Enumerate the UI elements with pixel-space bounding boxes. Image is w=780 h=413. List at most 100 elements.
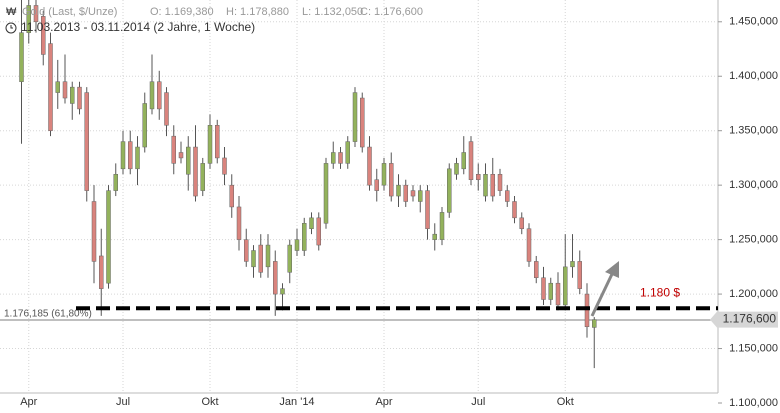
candle-body — [548, 282, 553, 300]
candle-body — [454, 163, 459, 175]
candle-body — [149, 81, 155, 110]
overlay: 1.100,000 1.150,000 1.200,000 1.250,000 1.30… — [4, 16, 778, 409]
ohlc-close: C: 1.176,600 — [360, 6, 423, 18]
candle-body — [447, 168, 452, 213]
candle-body — [505, 190, 510, 202]
candle-body — [367, 146, 372, 186]
x-tick-label: Jul — [471, 396, 485, 408]
candle-body — [497, 174, 503, 191]
candle-body — [425, 190, 430, 229]
candle-body — [186, 146, 191, 175]
candle-body — [519, 217, 524, 229]
candle-body — [294, 239, 300, 251]
candle-body — [302, 223, 307, 251]
candle-body — [55, 81, 60, 93]
candle-body — [62, 81, 68, 99]
candle-body — [222, 157, 227, 175]
candle-body — [534, 261, 539, 278]
candle-body — [91, 201, 97, 262]
candle-body — [33, 5, 39, 23]
header: Gold (Last, $/Unze) — [22, 6, 117, 18]
candle-body — [584, 293, 590, 328]
candle-body — [244, 239, 249, 262]
candle-body — [19, 32, 24, 82]
candle-body — [48, 43, 53, 131]
candle-body — [432, 233, 437, 240]
candle-body — [171, 135, 176, 164]
candle-body — [541, 277, 546, 300]
x-tick-label: Apr — [375, 396, 392, 408]
candle-body — [113, 174, 118, 191]
ohlc-low: L: 1.132,050 — [302, 6, 363, 18]
candle-body — [316, 217, 321, 246]
ohlc-high: H: 1.178,880 — [226, 6, 289, 18]
candle-body — [403, 184, 408, 202]
candle-body — [120, 141, 126, 170]
arrow — [590, 271, 615, 317]
candle-body — [323, 163, 329, 224]
candle-body — [280, 288, 285, 295]
candle-body — [555, 282, 561, 306]
candle-body — [273, 261, 278, 295]
candle-body — [164, 92, 169, 126]
candle-body — [396, 184, 401, 197]
last-price-label: 1.176,600 — [723, 312, 777, 326]
candle-body — [592, 319, 597, 328]
candle-body — [142, 103, 147, 148]
candle-body — [41, 16, 46, 55]
y-tick-label: 1.100,000 — [729, 397, 778, 409]
x-tick-label: Apr — [20, 396, 37, 408]
candle-body — [265, 244, 271, 268]
y-tick-label: 1.150,000 — [729, 342, 778, 354]
candle-body — [258, 244, 263, 273]
fib-label: 1.176,185 (61,80%) — [4, 309, 92, 320]
candle-body — [418, 190, 423, 202]
candle-body — [338, 152, 343, 164]
candle-body — [200, 163, 205, 191]
candle-body — [215, 125, 220, 159]
candle-body — [389, 163, 394, 197]
arrow-head — [605, 261, 619, 278]
candle-body — [77, 86, 82, 110]
candle-body — [476, 174, 481, 180]
y-tick-label: 1.250,000 — [729, 234, 778, 246]
subtitle: 11.03.2013 - 03.11.2014 (2 Jahre, 1 Woch… — [21, 20, 255, 34]
candle-body — [512, 201, 517, 219]
candle-body — [84, 92, 89, 191]
candle-body — [331, 152, 336, 164]
candle-body — [251, 250, 256, 268]
last-price-box — [710, 311, 778, 328]
candle-body — [157, 81, 162, 110]
candle-body — [352, 92, 358, 142]
candle-body — [178, 152, 184, 159]
candle-body — [374, 179, 379, 191]
candle-body — [193, 146, 198, 197]
candle-body — [483, 174, 488, 197]
y-tick-label: 1.400,000 — [729, 70, 778, 82]
candle-body — [229, 184, 234, 208]
candle-body — [128, 141, 133, 170]
candle-body — [381, 163, 387, 186]
candle-body — [360, 97, 365, 148]
x-tick-label: Jul — [116, 396, 130, 408]
candle-body — [309, 217, 314, 229]
y-tick-label: 1.200,000 — [729, 288, 778, 300]
y-tick-label: 1.300,000 — [729, 179, 778, 191]
candle-body — [345, 141, 350, 164]
candle-body — [70, 86, 75, 104]
candle-body — [468, 141, 474, 180]
candle-body — [236, 206, 242, 240]
candle-body — [106, 190, 111, 284]
candle-body — [99, 255, 104, 289]
candle-body — [207, 125, 213, 164]
x-tick-label: Okt — [201, 396, 218, 408]
candle-body — [439, 212, 445, 240]
header-icon: ₩ — [6, 6, 17, 18]
candle-body — [490, 174, 495, 197]
clock-hands — [10, 25, 13, 29]
x-tick-label: Okt — [557, 396, 574, 408]
candle-body — [570, 261, 575, 268]
candle-body — [135, 146, 140, 170]
